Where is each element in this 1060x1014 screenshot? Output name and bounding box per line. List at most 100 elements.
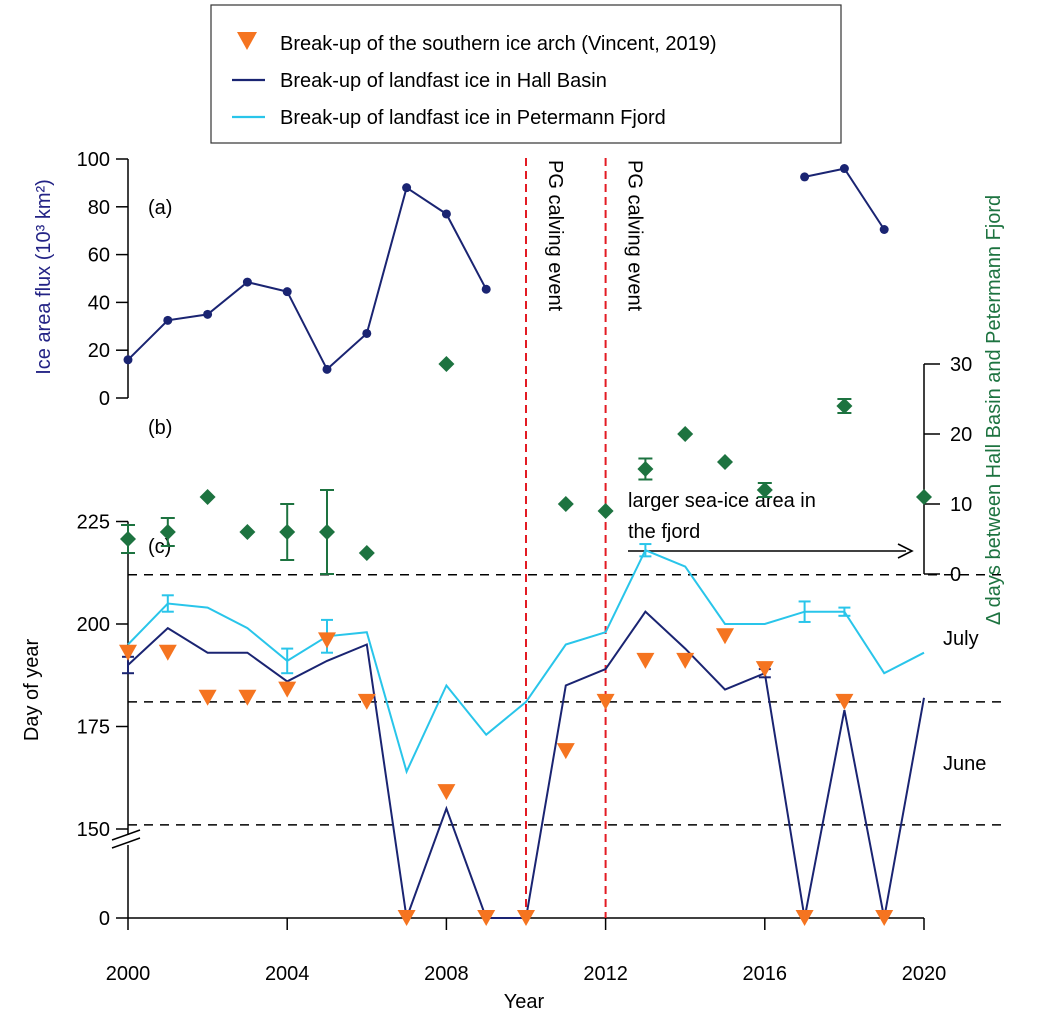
arch-breakup-marker bbox=[437, 784, 456, 801]
delta-days-marker bbox=[677, 426, 694, 442]
panel-b-plot bbox=[120, 356, 932, 575]
axis-x-tick-label: 2000 bbox=[106, 963, 151, 985]
delta-days-marker bbox=[279, 524, 296, 540]
axis-x-tick-label: 2012 bbox=[583, 963, 628, 985]
delta-days-marker bbox=[557, 496, 574, 512]
ice-flux-point bbox=[441, 209, 451, 219]
axis-a-tick-label: 40 bbox=[88, 292, 110, 314]
ice-flux-point bbox=[362, 328, 372, 338]
panel-label-c: (c) bbox=[148, 536, 171, 558]
arch-breakup-marker bbox=[517, 910, 535, 926]
ice-flux-point bbox=[322, 364, 332, 374]
arch-breakup-marker bbox=[556, 743, 575, 760]
delta-days-marker bbox=[756, 482, 773, 498]
calving-event-lines: PG calving event PG calving event bbox=[525, 158, 646, 918]
delta-days-marker bbox=[199, 489, 216, 505]
axis-title-year: Year bbox=[504, 991, 545, 1013]
delta-days-marker bbox=[159, 524, 176, 540]
ice-flux-point bbox=[879, 225, 889, 235]
ice-flux-point bbox=[123, 355, 133, 365]
series-fjord-line bbox=[127, 548, 925, 775]
axis-a-tick-label: 0 bbox=[99, 388, 110, 410]
axis-x-tick-label: 2008 bbox=[424, 963, 469, 985]
arch-breakup-marker bbox=[596, 693, 615, 710]
arch-breakup-marker bbox=[795, 910, 814, 926]
axis-title-ice-flux: Ice area flux (10³ km²) bbox=[33, 179, 55, 375]
axis-a-tick-label: 80 bbox=[88, 197, 110, 219]
delta-days-marker bbox=[637, 461, 654, 477]
axis-x-tick-label: 2004 bbox=[265, 963, 310, 985]
legend-box bbox=[210, 4, 842, 144]
delta-days-marker bbox=[717, 454, 733, 470]
delta-days-marker bbox=[597, 503, 614, 519]
axis-b-tick-label: 20 bbox=[950, 424, 972, 446]
axis-title-delta-days: Δ days between Hall Basin and Petermann … bbox=[983, 195, 1005, 625]
ice-flux-point bbox=[402, 183, 412, 193]
calving-event-label: PG calving event bbox=[624, 160, 646, 312]
axis-a-tick-label: 100 bbox=[77, 149, 110, 171]
annotation-line-2: the fjord bbox=[628, 521, 700, 543]
axis-x-tick-label: 2020 bbox=[902, 963, 947, 985]
axis-c-tick-label: 0 bbox=[99, 908, 110, 930]
annotation-line-1: larger sea-ice area in bbox=[628, 490, 816, 512]
arch-breakup-marker bbox=[636, 652, 655, 669]
ice-flux-point bbox=[800, 172, 810, 182]
axes: 0 20 40 60 80 100 0 10 20 30 0 150 175 200 225 2000 2004… bbox=[77, 149, 973, 985]
axis-break-mark bbox=[111, 829, 141, 841]
delta-days-marker bbox=[358, 545, 375, 561]
axis-c-tick-label: 150 bbox=[77, 819, 110, 841]
axis-b-tick-label: 10 bbox=[950, 494, 972, 516]
arch-breakup-marker bbox=[238, 689, 257, 706]
axis-c-tick-label: 200 bbox=[77, 614, 110, 636]
delta-days-marker bbox=[836, 398, 853, 414]
ice-flux-point bbox=[242, 277, 252, 287]
arch-breakup-marker bbox=[875, 910, 894, 926]
panel-c-plot bbox=[119, 543, 925, 926]
arch-breakup-marker bbox=[119, 644, 137, 661]
arch-breakup-marker bbox=[676, 652, 695, 669]
axis-title-day-of-year: Day of year bbox=[21, 639, 43, 742]
arch-breakup-marker bbox=[198, 689, 217, 706]
panel-label-b: (b) bbox=[148, 417, 172, 439]
arch-breakup-marker bbox=[158, 644, 177, 661]
legend-arch-label: Break-up of the southern ice arch (Vince… bbox=[280, 33, 717, 55]
panel-a-plot bbox=[123, 164, 889, 374]
annotation-arrow-head bbox=[897, 543, 914, 559]
arch-breakup-marker bbox=[716, 628, 734, 645]
axis-b-tick-label: 30 bbox=[950, 354, 972, 376]
delta-days-marker bbox=[916, 489, 932, 505]
panel-label-a: (a) bbox=[148, 197, 172, 219]
arch-breakup-marker bbox=[318, 632, 336, 649]
legend-fjord-label: Break-up of landfast ice in Petermann Fj… bbox=[280, 107, 666, 129]
month-label-july: July bbox=[943, 628, 979, 650]
arch-breakup-marker bbox=[835, 693, 854, 710]
ice-flux-point bbox=[481, 284, 491, 294]
delta-days-marker bbox=[438, 356, 455, 372]
delta-days-marker bbox=[120, 531, 136, 547]
ice-flux-point bbox=[203, 309, 213, 319]
month-boundary-lines bbox=[128, 574, 1005, 826]
axis-a-tick-label: 20 bbox=[88, 340, 110, 362]
legend-arch-marker bbox=[237, 32, 257, 50]
arch-breakup-marker bbox=[755, 661, 774, 678]
delta-days-marker bbox=[319, 524, 335, 540]
arch-breakup-marker bbox=[357, 693, 376, 710]
ice-flux-point bbox=[839, 164, 849, 174]
delta-days-marker bbox=[239, 524, 256, 540]
legend: Break-up of the southern ice arch (Vince… bbox=[210, 4, 842, 144]
ice-flux-point bbox=[282, 287, 292, 297]
series-ice-flux-line bbox=[804, 167, 886, 231]
axis-c-tick-label: 225 bbox=[77, 512, 110, 534]
arch-breakup-marker bbox=[477, 910, 496, 926]
arch-breakup-marker bbox=[278, 681, 297, 698]
arch-breakup-marker bbox=[397, 910, 416, 926]
month-label-june: June bbox=[943, 753, 986, 775]
legend-hall-label: Break-up of landfast ice in Hall Basin bbox=[280, 70, 607, 92]
series-ice-flux-line bbox=[127, 186, 488, 371]
axis-b-tick-label: 0 bbox=[950, 564, 961, 586]
calving-event-label: PG calving event bbox=[544, 160, 566, 312]
axis-break-mark bbox=[111, 837, 141, 849]
axis-c-tick-label: 175 bbox=[77, 717, 110, 739]
ice-flux-point bbox=[163, 315, 173, 325]
